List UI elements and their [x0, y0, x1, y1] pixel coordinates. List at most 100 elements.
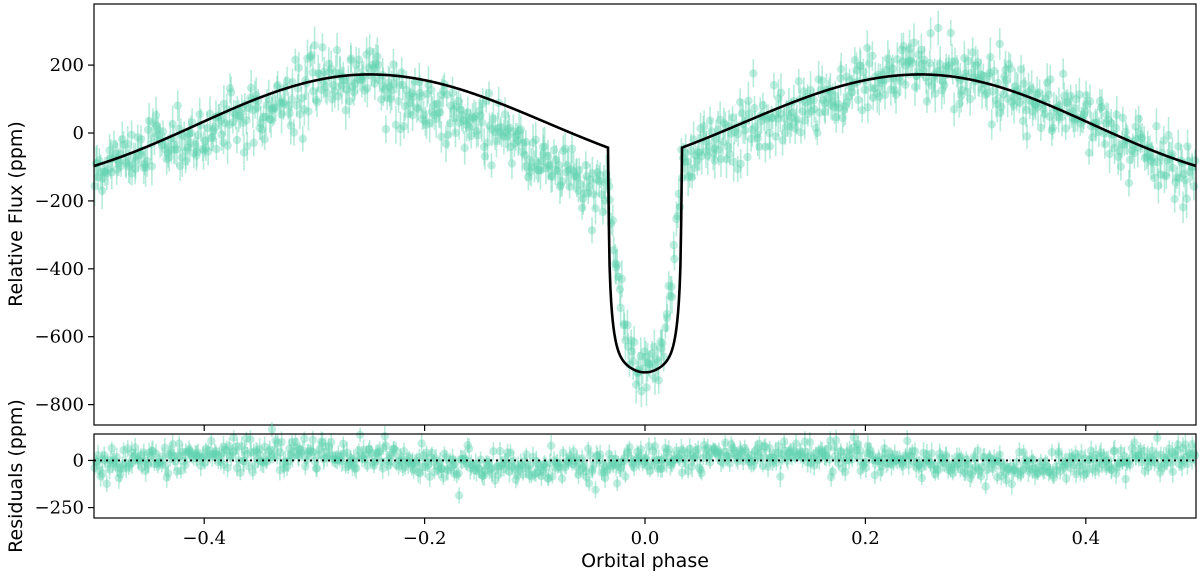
residual-point: [127, 458, 137, 468]
residual-point: [925, 457, 935, 466]
top-data-point: [373, 52, 382, 61]
residual-point: [811, 449, 821, 458]
residual-point: [158, 452, 168, 461]
residual-point: [898, 461, 908, 471]
top-data-point: [324, 59, 334, 69]
top-data-point: [1027, 84, 1036, 94]
top-data-point: [949, 105, 959, 114]
residual-point: [532, 457, 541, 466]
top-data-point: [657, 344, 666, 353]
residual-point: [310, 457, 319, 466]
top-data-point: [899, 42, 908, 51]
residual-point: [352, 464, 361, 473]
top-data-point: [615, 285, 625, 294]
residual-point: [216, 457, 225, 466]
top-data-point: [124, 162, 133, 171]
bottom-x-axis: −0.4 −0.2 0.0 0.2 0.4: [182, 518, 1100, 549]
residual-point: [1170, 450, 1179, 460]
residual-point: [253, 447, 262, 457]
residual-point: [437, 464, 447, 473]
top-data-point: [472, 127, 481, 136]
residual-point: [113, 463, 122, 472]
top-data-point: [485, 121, 494, 130]
top-data-point: [609, 245, 618, 255]
residual-point: [1063, 459, 1072, 469]
top-data-point: [1045, 112, 1054, 121]
top-data-point: [955, 99, 964, 109]
top-data-point: [225, 84, 235, 93]
residual-point: [893, 455, 902, 465]
top-data-point: [768, 113, 777, 123]
top-data-point: [484, 89, 494, 98]
top-data-point: [487, 125, 497, 134]
residual-point: [487, 469, 497, 478]
top-data-point: [707, 127, 716, 136]
residual-point: [161, 461, 170, 470]
top-data-point: [1000, 72, 1009, 81]
residual-point: [933, 464, 942, 474]
residual-point: [1022, 456, 1032, 466]
residual-point: [795, 447, 805, 456]
top-data-point: [331, 68, 340, 77]
residual-point: [1008, 465, 1018, 474]
residual-point: [325, 450, 334, 459]
top-data-point: [886, 85, 896, 94]
top-data-point: [1137, 133, 1147, 143]
top-data-point: [669, 240, 678, 250]
top-data-point: [623, 321, 632, 330]
top-data-point: [815, 108, 824, 117]
residual-point: [689, 453, 698, 462]
top-data-point: [353, 75, 362, 84]
top-data-point: [243, 142, 252, 151]
residual-point: [1071, 469, 1081, 479]
top-data-point: [422, 120, 431, 129]
residual-point: [418, 462, 427, 472]
residual-point: [170, 457, 180, 466]
top-data-point: [1162, 171, 1171, 181]
residual-point: [716, 456, 726, 466]
top-data-point: [1059, 69, 1068, 79]
residual-point: [1032, 469, 1042, 479]
top-data-point: [253, 103, 262, 112]
top-data-point: [1115, 146, 1124, 156]
residual-point: [389, 444, 398, 453]
residual-point: [226, 451, 236, 460]
top-data-point: [1063, 98, 1072, 107]
residual-point: [1031, 463, 1040, 473]
top-data-point: [363, 84, 372, 93]
residual-point: [1127, 444, 1137, 453]
residual-point: [776, 455, 786, 464]
top-data-point: [1181, 175, 1190, 185]
top-data-point: [469, 114, 479, 123]
residual-point: [606, 454, 616, 464]
top-data-point: [556, 180, 566, 190]
top-data-point: [826, 100, 836, 109]
residual-point: [434, 465, 444, 475]
residual-point: [1054, 449, 1063, 459]
residual-point: [551, 463, 560, 473]
top-data-point: [477, 118, 487, 127]
top-data-point: [153, 125, 163, 134]
top-data-point: [181, 146, 191, 156]
top-data-point: [139, 163, 148, 172]
residual-point: [1007, 479, 1016, 489]
residual-point: [602, 461, 611, 471]
top-data-point: [890, 86, 900, 95]
residual-point: [396, 452, 405, 462]
residual-point: [378, 443, 388, 453]
residual-point: [910, 447, 920, 456]
residual-point: [995, 450, 1004, 459]
top-data-point: [765, 142, 775, 151]
residual-point: [499, 464, 509, 474]
residual-point: [949, 460, 959, 469]
top-data-point: [374, 60, 383, 69]
top-data-point: [1039, 104, 1048, 113]
top-data-point: [917, 45, 926, 55]
top-data-point: [421, 117, 430, 126]
top-data-point: [1009, 101, 1019, 110]
residual-point: [1155, 468, 1165, 477]
top-data-point: [384, 78, 393, 87]
residual-point: [362, 450, 371, 459]
top-y-tick-label: −200: [35, 191, 84, 212]
residual-point: [648, 446, 658, 456]
